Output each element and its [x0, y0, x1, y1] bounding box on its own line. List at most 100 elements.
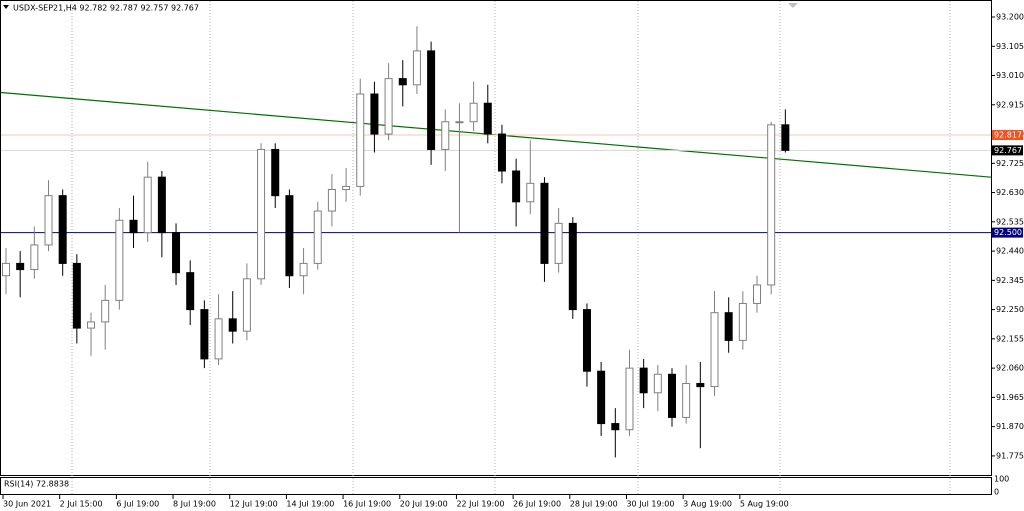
candle-body: [724, 312, 733, 341]
candle-body: [72, 262, 81, 329]
candle-body: [157, 176, 166, 234]
candle-body: [228, 318, 237, 332]
candle-body: [696, 383, 705, 388]
candle-body: [384, 78, 393, 135]
candle-body: [441, 121, 450, 150]
y-tick-label: 91.775: [996, 451, 1024, 460]
candle-body: [455, 121, 464, 124]
candle-body: [356, 93, 365, 187]
rsi-tick-label: 0: [994, 488, 999, 497]
candle-body: [87, 321, 96, 329]
price-label: 92.500: [994, 228, 1022, 237]
x-tick-label: 26 Jul 19:00: [513, 500, 561, 509]
candle-body: [554, 222, 563, 264]
price-label-box: [992, 227, 1023, 238]
candle-body: [214, 318, 223, 360]
candle-body: [30, 244, 39, 271]
x-tick-label: 6 Jul 19:00: [116, 500, 159, 509]
candle-body: [497, 133, 506, 172]
x-tick-label: 3 Aug 19:00: [683, 500, 732, 509]
candle-body: [143, 176, 152, 234]
price-panel: [0, 0, 992, 476]
candle-body: [639, 367, 648, 394]
candle-body: [568, 222, 577, 311]
candle-body: [512, 170, 521, 203]
y-tick-label: 93.010: [996, 71, 1024, 80]
y-tick-label: 92.630: [996, 188, 1024, 197]
price-label: 92.767: [994, 146, 1022, 155]
candle-body: [271, 148, 280, 197]
candle-body: [370, 93, 379, 135]
y-tick-label: 92.725: [996, 159, 1024, 168]
candle-body: [682, 383, 691, 418]
candle-body: [115, 219, 124, 301]
x-tick-label: 12 Jul 19:00: [230, 500, 278, 509]
x-tick-label: 14 Jul 19:00: [286, 500, 334, 509]
y-tick-label: 92.250: [996, 305, 1024, 314]
candle-body: [483, 102, 492, 135]
x-tick-label: 30 Jul 19:00: [626, 500, 674, 509]
x-tick-label: 20 Jul 19:00: [400, 500, 448, 509]
y-tick-label: 91.870: [996, 422, 1024, 431]
candle-body: [540, 182, 549, 264]
candle-body: [667, 373, 676, 418]
candle-body: [597, 370, 606, 425]
candle-body: [738, 302, 747, 341]
y-tick-label: 93.105: [996, 42, 1024, 51]
candle-body: [257, 148, 266, 280]
candle-body: [242, 278, 251, 332]
candle-body: [526, 182, 535, 203]
candle-body: [781, 124, 790, 151]
candle-body: [753, 284, 762, 304]
x-tick-label: 28 Jul 19:00: [570, 500, 618, 509]
candle-body: [313, 210, 322, 264]
y-tick-label: 92.440: [996, 247, 1024, 256]
y-tick-label: 92.060: [996, 364, 1024, 373]
candle-body: [398, 78, 407, 86]
x-tick-label: 16 Jul 19:00: [343, 500, 391, 509]
candle-body: [611, 423, 620, 431]
candle-body: [582, 309, 591, 372]
y-tick-label: 92.155: [996, 334, 1024, 343]
candle-body: [299, 262, 308, 277]
candle-body: [427, 50, 436, 150]
rsi-tick-label: 100: [994, 475, 1009, 484]
candle-body: [327, 188, 336, 212]
candle-body: [342, 185, 351, 190]
y-tick-label: 92.345: [996, 276, 1024, 285]
x-tick-label: 5 Aug 19:00: [740, 500, 789, 509]
rsi-label: RSI(14) 72.8838: [4, 480, 69, 489]
x-tick-label: 8 Jul 19:00: [173, 500, 216, 509]
candle-body: [101, 299, 110, 323]
price-label-box: [992, 129, 1023, 140]
shift-marker: [788, 3, 798, 8]
y-tick-label: 93.200: [996, 13, 1024, 22]
menu-arrow: [3, 5, 9, 9]
candle-body: [625, 367, 634, 431]
y-tick-label: 92.535: [996, 217, 1024, 226]
candle-body: [16, 262, 25, 271]
price-label-box: [992, 145, 1023, 156]
y-tick-label: 92.915: [996, 100, 1024, 109]
rsi-panel: [0, 477, 992, 495]
candle-body: [412, 50, 421, 86]
candle-body: [186, 272, 195, 311]
candle-body: [285, 195, 294, 277]
candle-body: [469, 102, 478, 123]
candle-body: [2, 262, 10, 277]
candle-body: [58, 195, 67, 264]
candle-body: [200, 309, 209, 360]
chart-title: USDX-SEP21,H4 92.782 92.787 92.757 92.76…: [13, 4, 199, 13]
candle-body: [172, 232, 181, 274]
y-tick-label: 91.965: [996, 393, 1024, 402]
x-tick-label: 30 Jun 2021: [3, 500, 51, 509]
candle-body: [710, 312, 719, 388]
x-tick-label: 22 Jul 19:00: [456, 500, 504, 509]
candle-body: [767, 124, 776, 286]
x-tick-label: 2 Jul 15:00: [60, 500, 103, 509]
separators: [71, 1, 951, 494]
candle-body: [653, 373, 662, 394]
price-label: 92.817: [994, 130, 1022, 139]
candle-body: [44, 195, 53, 246]
